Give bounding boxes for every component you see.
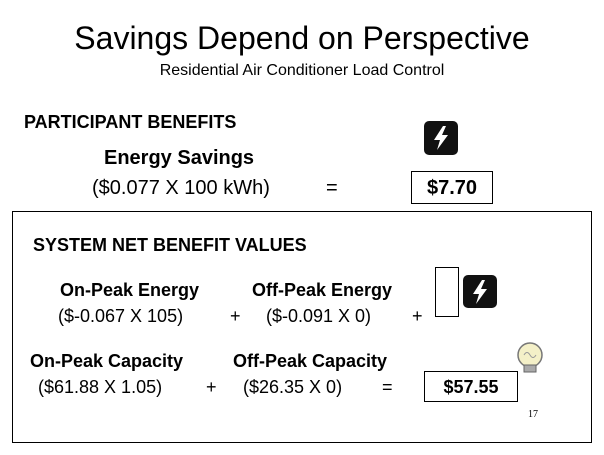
- result-box: [424, 371, 518, 402]
- formula: ($0.077 X 100 kWh): [92, 177, 270, 199]
- subtitle: Residential Air Conditioner Load Control: [159, 62, 445, 79]
- participant-heading: PARTICIPANT BENEFITS: [24, 112, 237, 132]
- system-panel: [12, 211, 592, 443]
- empty-box: [435, 267, 459, 317]
- result: $7.70: [426, 177, 478, 199]
- operator: +: [230, 306, 241, 326]
- result-box: [411, 171, 493, 204]
- formula: ($-0.091 X 0): [266, 306, 372, 326]
- off-peak-energy-label: Off-Peak Energy: [252, 280, 393, 300]
- energy-savings-label: Energy Savings: [104, 147, 255, 169]
- page-number: 17: [528, 409, 538, 420]
- operator: =: [382, 377, 393, 397]
- formula: ($26.35 X 0): [243, 377, 343, 397]
- system-heading: SYSTEM NET BENEFIT VALUES: [33, 235, 307, 255]
- operator: =: [326, 177, 338, 199]
- result: $57.55: [443, 377, 499, 397]
- formula: ($-0.067 X 105): [58, 306, 184, 326]
- operator: +: [206, 377, 217, 397]
- title: Savings Depend on Perspective: [74, 20, 530, 56]
- on-peak-capacity-label: On-Peak Capacity: [30, 351, 184, 371]
- lightbulb-icon: [517, 342, 543, 373]
- on-peak-energy-label: On-Peak Energy: [60, 280, 200, 300]
- formula: ($61.88 X 1.05): [38, 377, 163, 397]
- off-peak-capacity-label: Off-Peak Capacity: [233, 351, 388, 371]
- lightning-icon: [424, 121, 458, 155]
- operator: +: [412, 306, 423, 326]
- lightning-icon: [463, 275, 497, 308]
